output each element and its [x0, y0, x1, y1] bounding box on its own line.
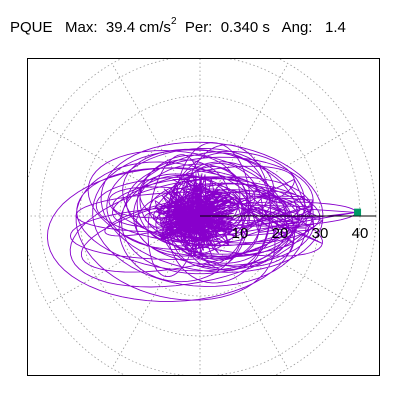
- r-tick-label: 30: [312, 225, 329, 242]
- max-unit-exponent: 2: [170, 16, 177, 27]
- r-tick-label: 40: [352, 225, 369, 242]
- motion-trace: [46, 141, 358, 302]
- r-tick-label: 10: [232, 225, 249, 242]
- polar-chart: 10 20 30 40: [28, 59, 377, 375]
- r-tick-label: 20: [272, 225, 289, 242]
- angle-value: 1.4: [324, 19, 346, 36]
- period-value: 0.340 s: [220, 19, 270, 36]
- angle-label: Ang:: [281, 19, 313, 36]
- chart-header: PQUE Max: 39.4 cm/s2 Per: 0.340 s Ang: 1…: [10, 16, 346, 36]
- period-label: Per:: [184, 19, 213, 36]
- plot-frame: 10 20 30 40: [27, 58, 380, 376]
- max-unit: cm/s: [139, 19, 171, 36]
- peak-marker: [354, 208, 362, 216]
- max-label: Max:: [65, 19, 98, 36]
- station-code: PQUE: [10, 19, 53, 36]
- max-value: 39.4: [105, 19, 136, 36]
